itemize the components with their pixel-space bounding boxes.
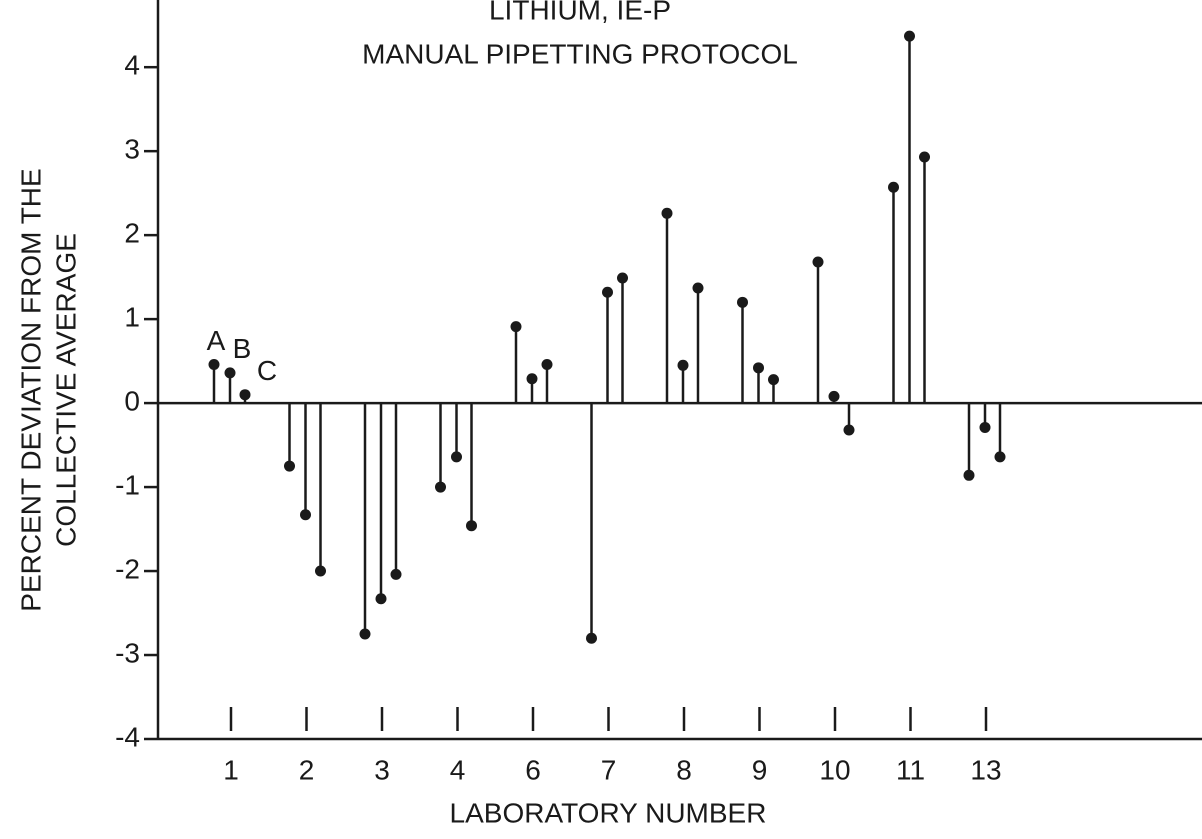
stem-head [904,30,915,42]
y-tick-label: 4 [124,50,140,81]
stem-head [963,469,975,481]
x-tick-label: 9 [752,754,768,785]
stem-head [526,373,538,385]
stem-head [768,374,779,386]
y-axis-label: PERCENT DEVIATION FROM THE [15,168,46,611]
series-label: B [233,333,252,364]
x-tick-label: 6 [525,754,541,785]
stem-head [753,362,764,374]
x-tick-label: 13 [970,754,1001,785]
y-tick-label: -1 [115,469,140,500]
stem-head [661,207,673,219]
x-axis-label: LABORATORY NUMBER [450,797,767,828]
stem-head [300,509,311,521]
stem-head [617,272,628,284]
x-tick-label: 10 [819,754,850,785]
stem-head [692,282,704,294]
stem-head [359,628,371,640]
y-tick-label: 3 [124,134,140,165]
stem-head [812,256,824,268]
stem-head [224,367,236,379]
y-tick-label: 2 [124,218,140,249]
stem-head [208,358,220,370]
stem-head [435,481,446,493]
series-label: C [257,355,277,386]
stem-head [466,520,477,532]
stem-head [677,359,689,371]
y-tick-label: -2 [115,553,140,584]
stem-head [843,424,855,436]
stem-head [239,389,251,401]
series-label: A [207,325,226,356]
stem-head [919,151,930,163]
x-tick-label: 3 [374,754,390,785]
chart-title: LITHIUM, IE-P [489,0,671,25]
stem-head [979,421,991,433]
chart-subtitle: MANUAL PIPETTING PROTOCOL [362,38,798,69]
stem-head [586,632,597,644]
y-tick-label: 0 [124,385,140,416]
stem-head [994,451,1006,463]
stem-head [828,390,840,402]
stem-head [510,321,522,333]
y-axis-label: COLLECTIVE AVERAGE [50,233,81,547]
y-tick-label: -3 [115,637,140,668]
stem-head [451,451,462,463]
stem-head [737,296,748,308]
x-tick-label: 7 [601,754,617,785]
x-tick-label: 11 [896,754,925,785]
stem-head [375,593,387,605]
x-tick-label: 8 [676,754,692,785]
x-tick-label: 4 [450,754,466,785]
x-tick-label: 2 [299,754,315,785]
stem-head [390,568,402,580]
stem-head [541,358,553,370]
y-tick-label: -4 [115,721,140,752]
stem-head [284,460,295,472]
stem-head [602,286,613,298]
stem-head [315,565,326,577]
y-tick-label: 1 [124,302,140,333]
stem-head [888,181,899,193]
x-tick-label: 1 [223,754,239,785]
